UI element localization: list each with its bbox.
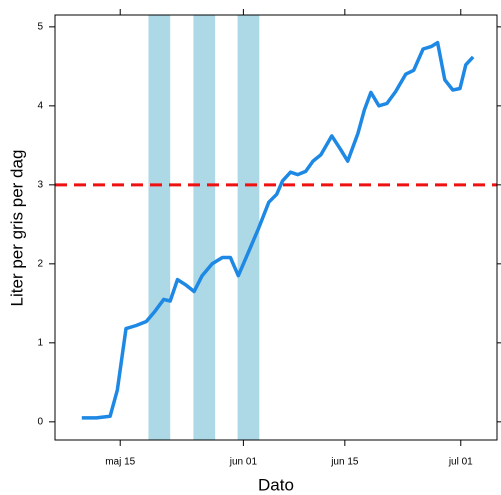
x-tick-label: jun 01 [229,457,258,468]
shaded-range [193,15,216,440]
x-axis-title: Dato [258,475,294,494]
x-tick-label: maj 15 [105,457,135,468]
y-tick-label: 4 [37,100,43,111]
y-tick-label: 0 [37,416,43,427]
shaded-range [237,15,260,440]
y-tick-label: 1 [37,337,43,348]
y-tick-label: 5 [37,21,43,32]
x-tick-label: jul 01 [448,457,473,468]
data-line [81,40,475,420]
plot-frame [54,14,498,441]
y-tick-label: 2 [37,258,43,269]
x-tick-label: jun 15 [330,457,359,468]
y-tick-label: 3 [37,179,43,190]
shaded-range [148,15,171,440]
y-axis-title: Liter per gris per dag [7,150,26,307]
